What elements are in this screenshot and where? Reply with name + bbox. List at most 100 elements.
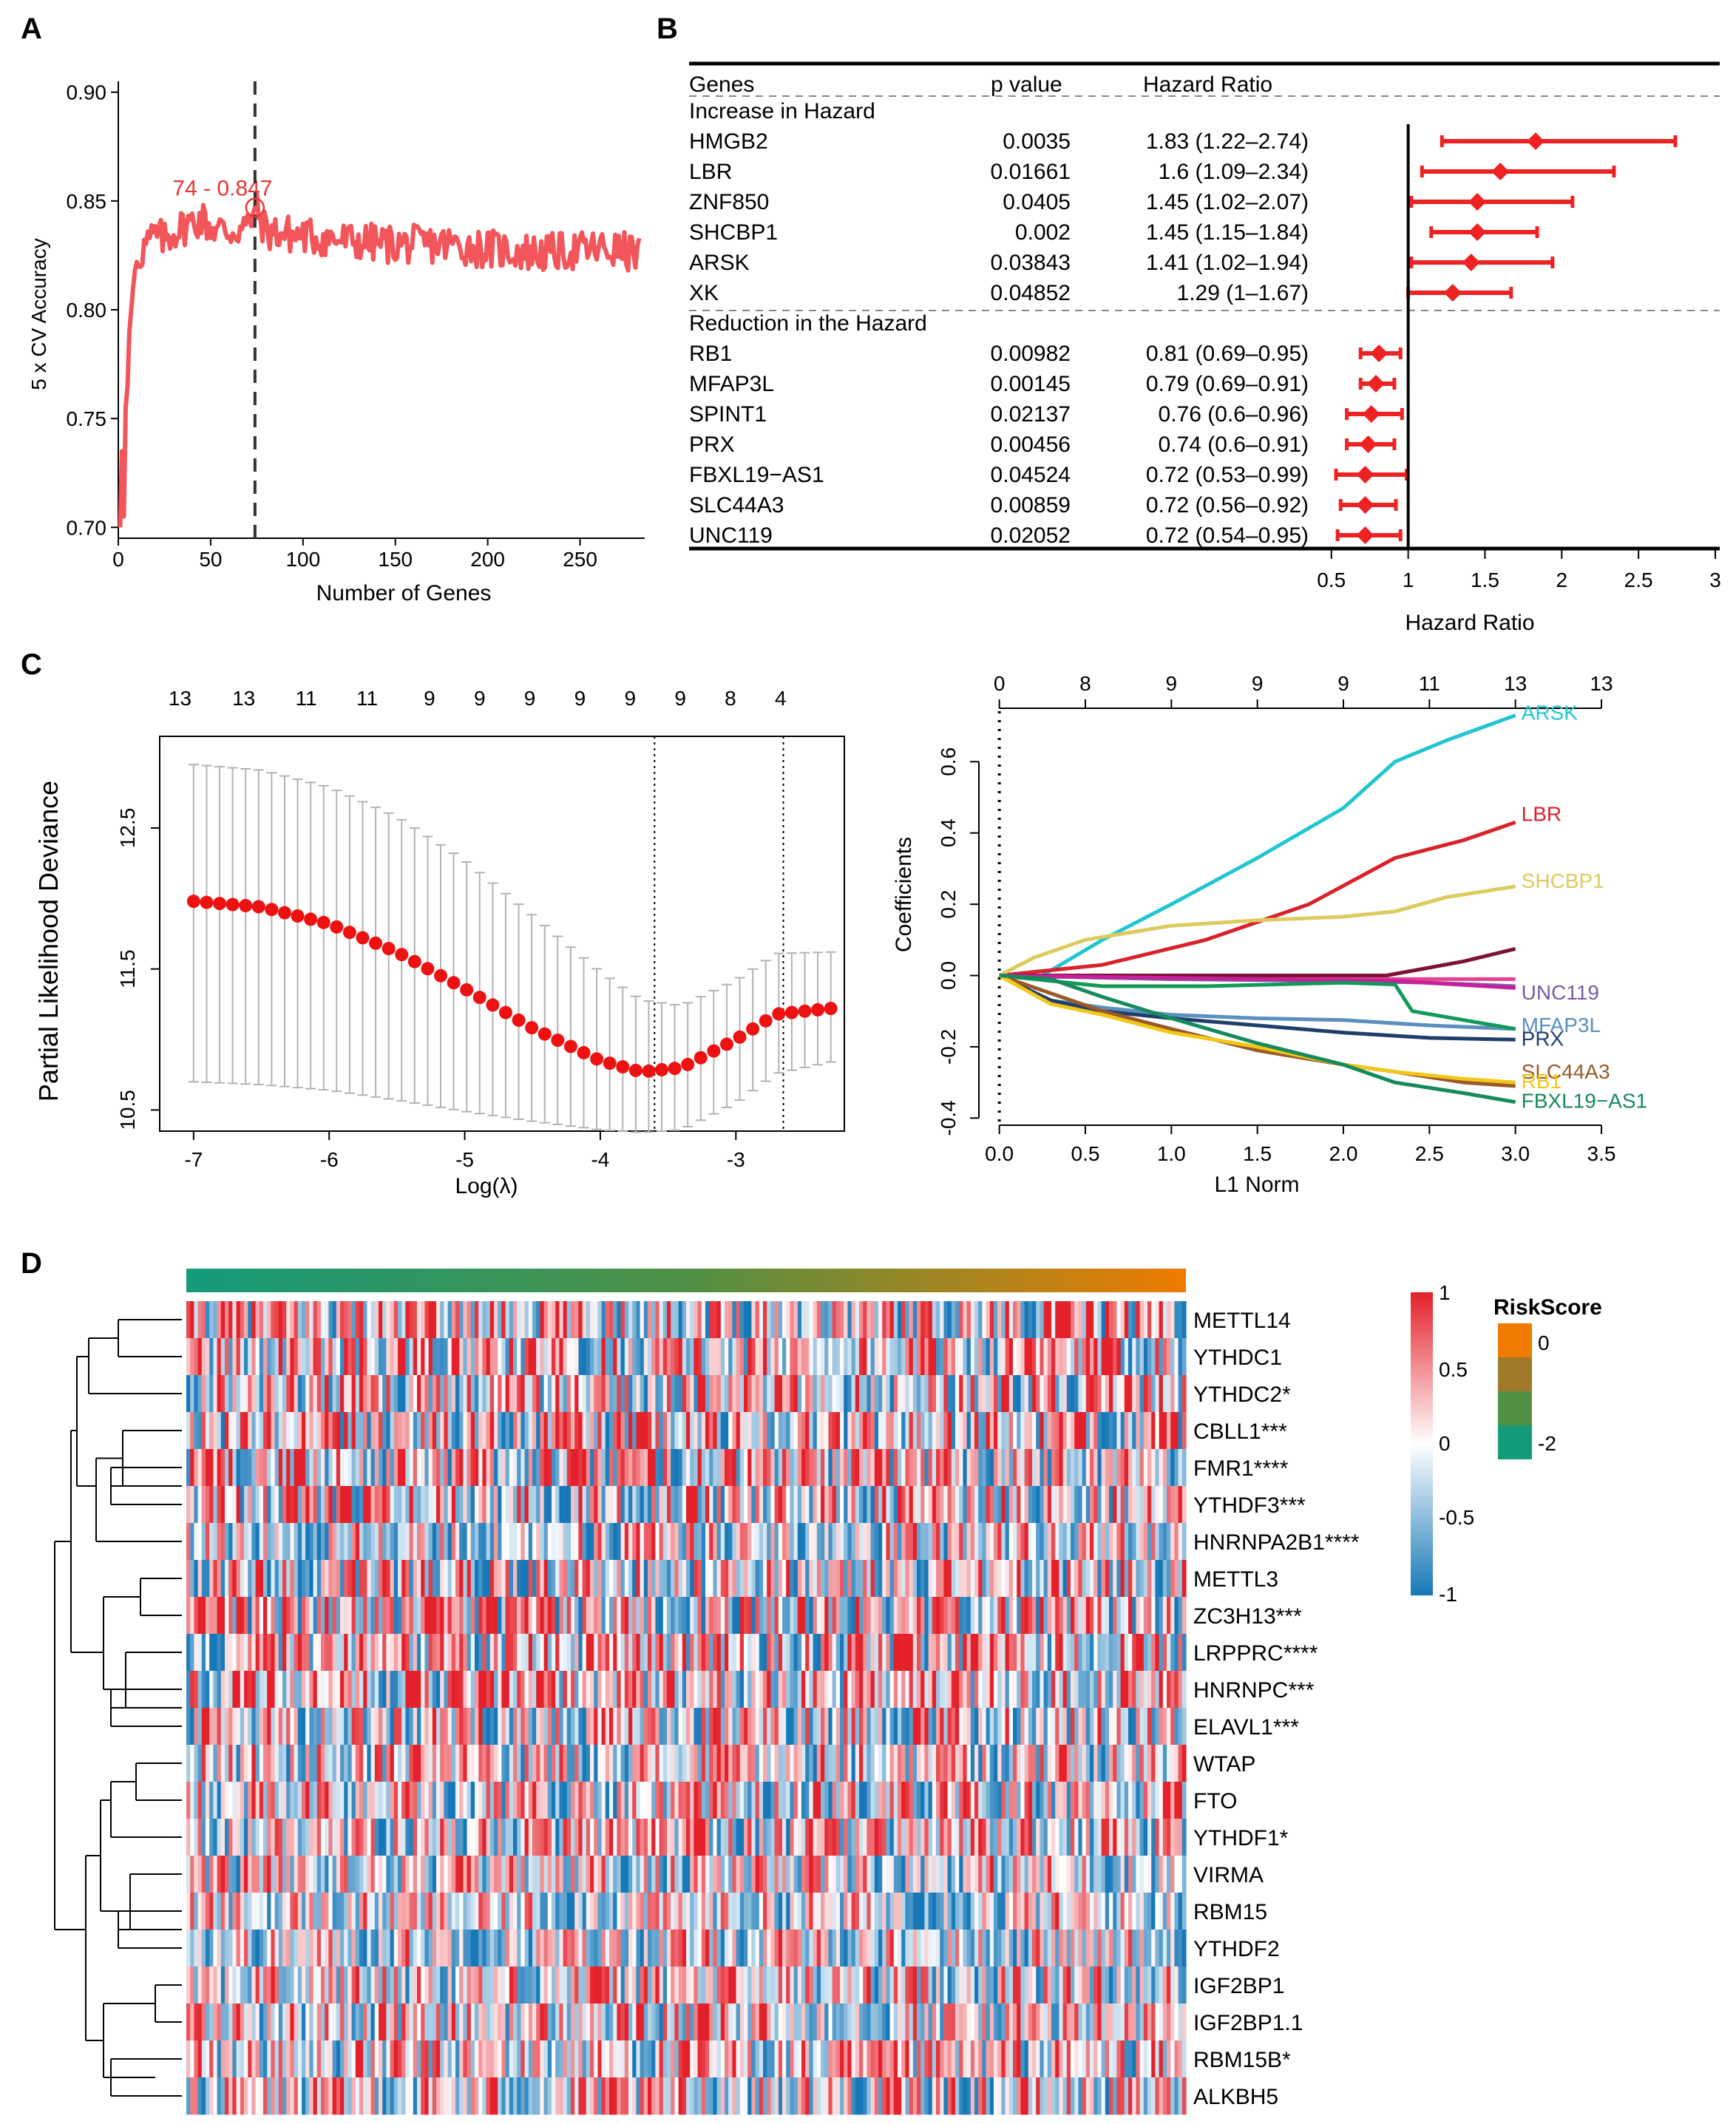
heatmap-cell <box>947 1819 952 1856</box>
heatmap-cell <box>482 1708 487 1745</box>
heatmap-cell <box>959 1708 963 1745</box>
heatmap-cell <box>725 1634 729 1672</box>
heatmap-cell <box>878 1634 883 1672</box>
heatmap-cell <box>398 1486 402 1524</box>
heatmap-cell <box>955 1856 960 1893</box>
heatmap-cell <box>936 1449 940 1487</box>
heatmap-cell <box>201 1301 206 1339</box>
heatmap-cell <box>1167 1412 1171 1450</box>
heatmap-cell <box>597 1560 603 1598</box>
heatmap-cell <box>401 1449 406 1487</box>
heatmap-cell <box>421 1782 425 1819</box>
heatmap-cell <box>286 1338 291 1376</box>
heatmap-cell <box>467 1486 472 1524</box>
heatmap-cell <box>417 1412 421 1450</box>
heatmap-cell <box>747 1745 752 1782</box>
heatmap-cell <box>455 1486 460 1524</box>
heatmap-cell <box>444 1338 449 1376</box>
heatmap-cell <box>1001 1486 1006 1524</box>
heatmap-cell <box>1013 1708 1017 1745</box>
heatmap-cell <box>982 1412 987 1450</box>
heatmap-cell <box>498 1597 502 1635</box>
heatmap-cell <box>390 1856 395 1893</box>
heatmap-cell <box>636 1338 641 1376</box>
heatmap-cell <box>543 1523 549 1561</box>
heatmap-cell <box>563 1486 568 1524</box>
heatmap-cell <box>878 1449 883 1487</box>
heatmap-cell <box>194 1745 199 1782</box>
heatmap-cell <box>813 1412 818 1450</box>
x-tick-label: 0 <box>112 548 124 571</box>
heatmap-cell <box>828 1486 833 1524</box>
deviance-point <box>486 998 500 1012</box>
heatmap-cell <box>725 1486 729 1524</box>
heatmap-cell <box>1028 1893 1033 1930</box>
heatmap-cell <box>620 1708 625 1745</box>
heatmap-cell <box>1074 1671 1079 1709</box>
heatmap-cell <box>509 1597 514 1635</box>
heatmap-cell <box>636 1819 641 1856</box>
heatmap-cell <box>682 1782 687 1819</box>
heatmap-cell <box>536 1671 540 1709</box>
heatmap-cell <box>886 1745 891 1782</box>
heatmap-cell <box>309 1597 314 1635</box>
heatmap-cell <box>859 1671 864 1709</box>
heatmap-cell <box>982 1782 987 1819</box>
heatmap-cell <box>447 1819 452 1856</box>
heatmap-cell <box>571 1671 575 1709</box>
heatmap-cell <box>705 1745 710 1782</box>
heatmap-cell <box>959 1819 963 1856</box>
heatmap-cell <box>517 1338 521 1376</box>
heatmap-cell <box>821 1819 825 1856</box>
heatmap-cell <box>790 1745 795 1782</box>
heatmap-cell <box>686 1782 691 1819</box>
panel-a-ylabel: 5 x CV Accuracy <box>27 238 50 390</box>
heatmap-cell <box>605 1523 610 1561</box>
heatmap-cell <box>220 1745 226 1782</box>
heatmap-cell <box>601 1819 606 1856</box>
heatmap-cell <box>774 1819 779 1856</box>
heatmap-cell <box>816 1412 821 1450</box>
heatmap-cell <box>432 1449 437 1487</box>
heatmap-cell <box>197 1560 203 1598</box>
heatmap-cell <box>609 1819 614 1856</box>
heatmap-cell <box>475 1856 479 1893</box>
heatmap-cell <box>571 1338 575 1376</box>
heatmap-cell <box>924 1671 929 1709</box>
heatmap-cell <box>648 1782 652 1819</box>
heatmap-cell <box>1005 1523 1010 1561</box>
heatmap-cell <box>609 1708 614 1745</box>
heatmap-cell <box>797 1708 802 1745</box>
heatmap-cell <box>328 1412 333 1450</box>
heatmap-cell <box>682 1449 687 1487</box>
heatmap-cell <box>909 1856 914 1893</box>
heatmap-cell <box>690 1412 694 1450</box>
heatmap-cell <box>386 1745 391 1782</box>
heatmap-cell <box>278 1301 283 1339</box>
heatmap-cell <box>624 1671 629 1709</box>
heatmap-cell <box>398 1412 402 1450</box>
heatmap-cell <box>290 1560 295 1598</box>
heatmap-cell <box>505 1708 510 1745</box>
heatmap-cell <box>236 1930 241 1967</box>
heatmap-cell <box>813 1523 818 1561</box>
heatmap-cell <box>793 1597 799 1635</box>
heatmap-cell <box>1036 1634 1040 1672</box>
heatmap-cell <box>1147 1449 1152 1487</box>
heatmap-cell <box>225 1856 229 1893</box>
forest-x-tick-label: 2 <box>1556 569 1568 591</box>
coefficient-path <box>999 946 1516 977</box>
heatmap-cell <box>1055 1412 1059 1450</box>
heatmap-cell <box>186 1449 191 1487</box>
heatmap-cell <box>713 1893 718 1930</box>
heatmap-cell <box>363 1893 367 1930</box>
heatmap-cell <box>720 1523 725 1561</box>
heatmap-cell <box>321 1930 325 1967</box>
heatmap-cell <box>617 1856 622 1893</box>
heatmap-cell <box>1074 1893 1079 1930</box>
heatmap-cell <box>974 1856 979 1893</box>
forest-x-tick-label: 1.5 <box>1471 569 1499 591</box>
heatmap-cell <box>274 1449 279 1487</box>
heatmap-cell <box>521 1745 526 1782</box>
heatmap-cell <box>578 1597 583 1635</box>
